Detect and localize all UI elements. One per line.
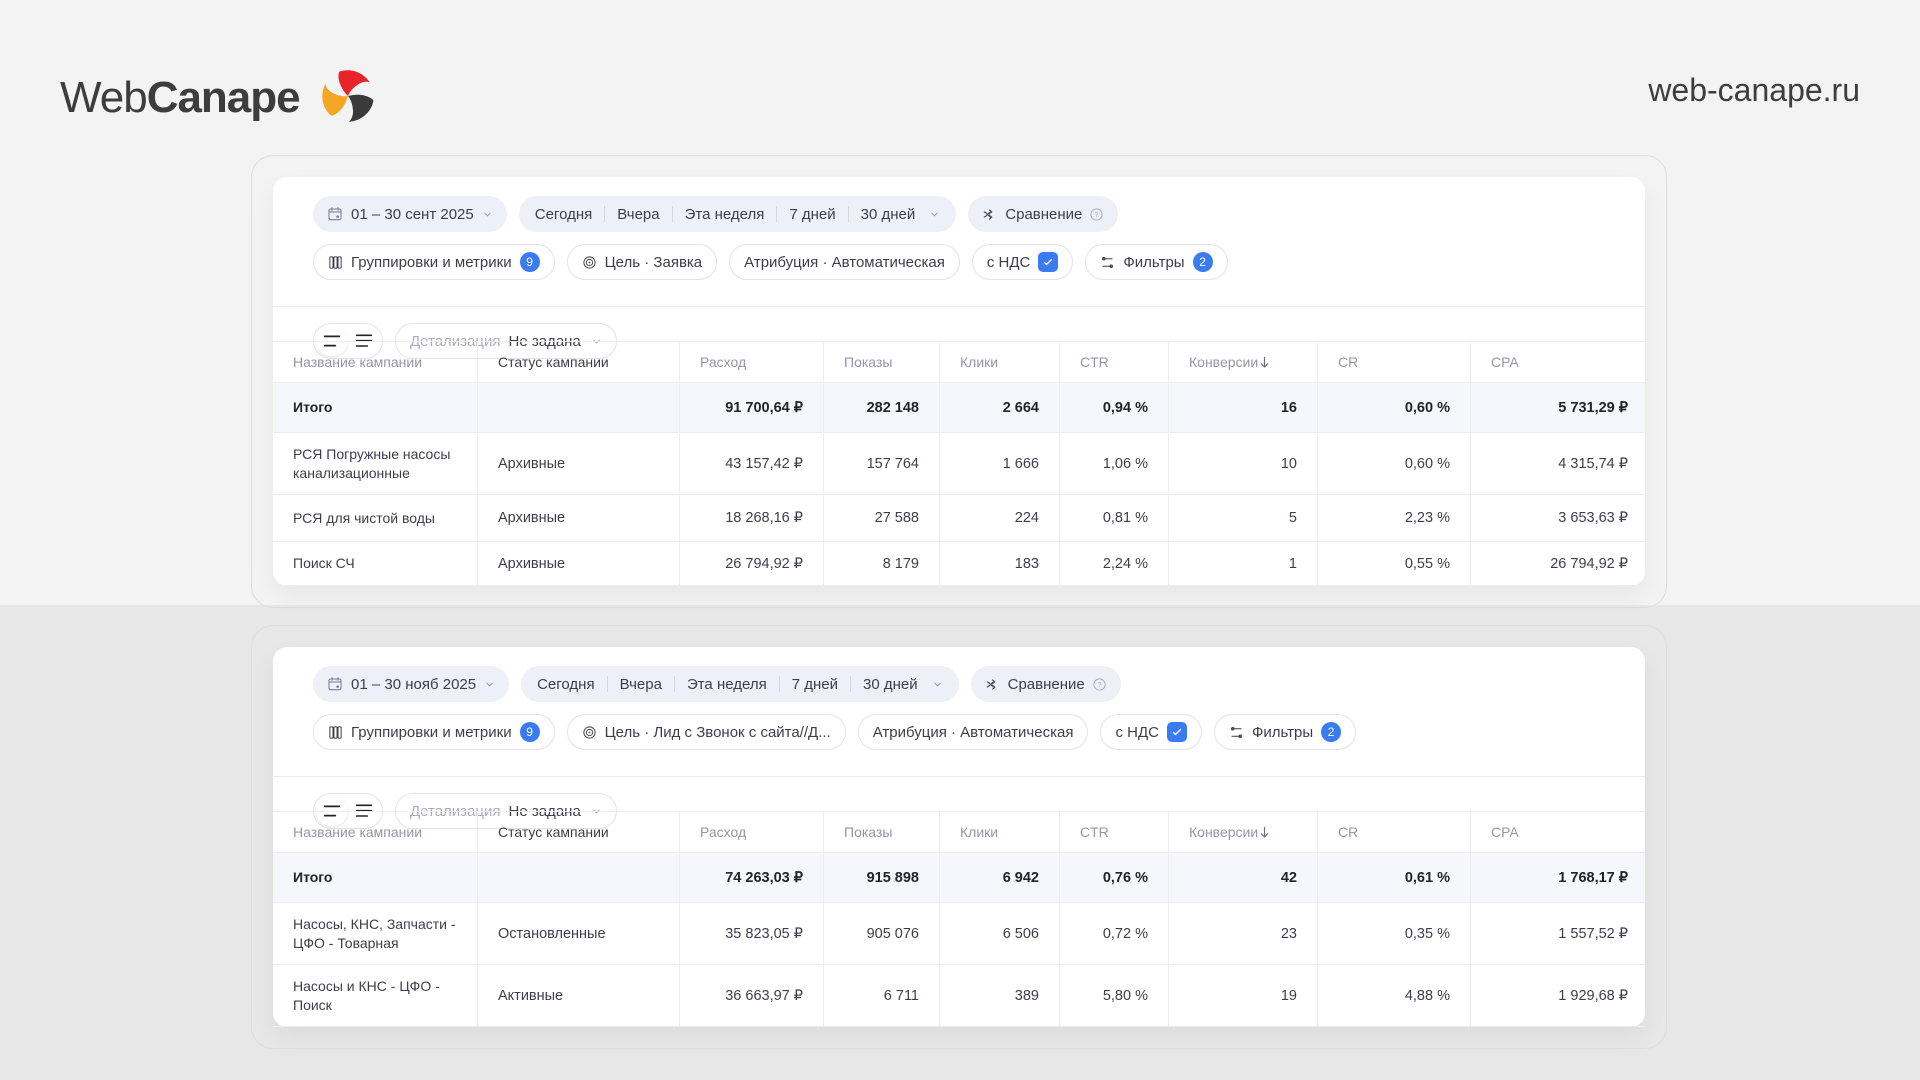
svg-text:?: ?: [1095, 212, 1099, 219]
svg-text:?: ?: [1097, 682, 1101, 689]
